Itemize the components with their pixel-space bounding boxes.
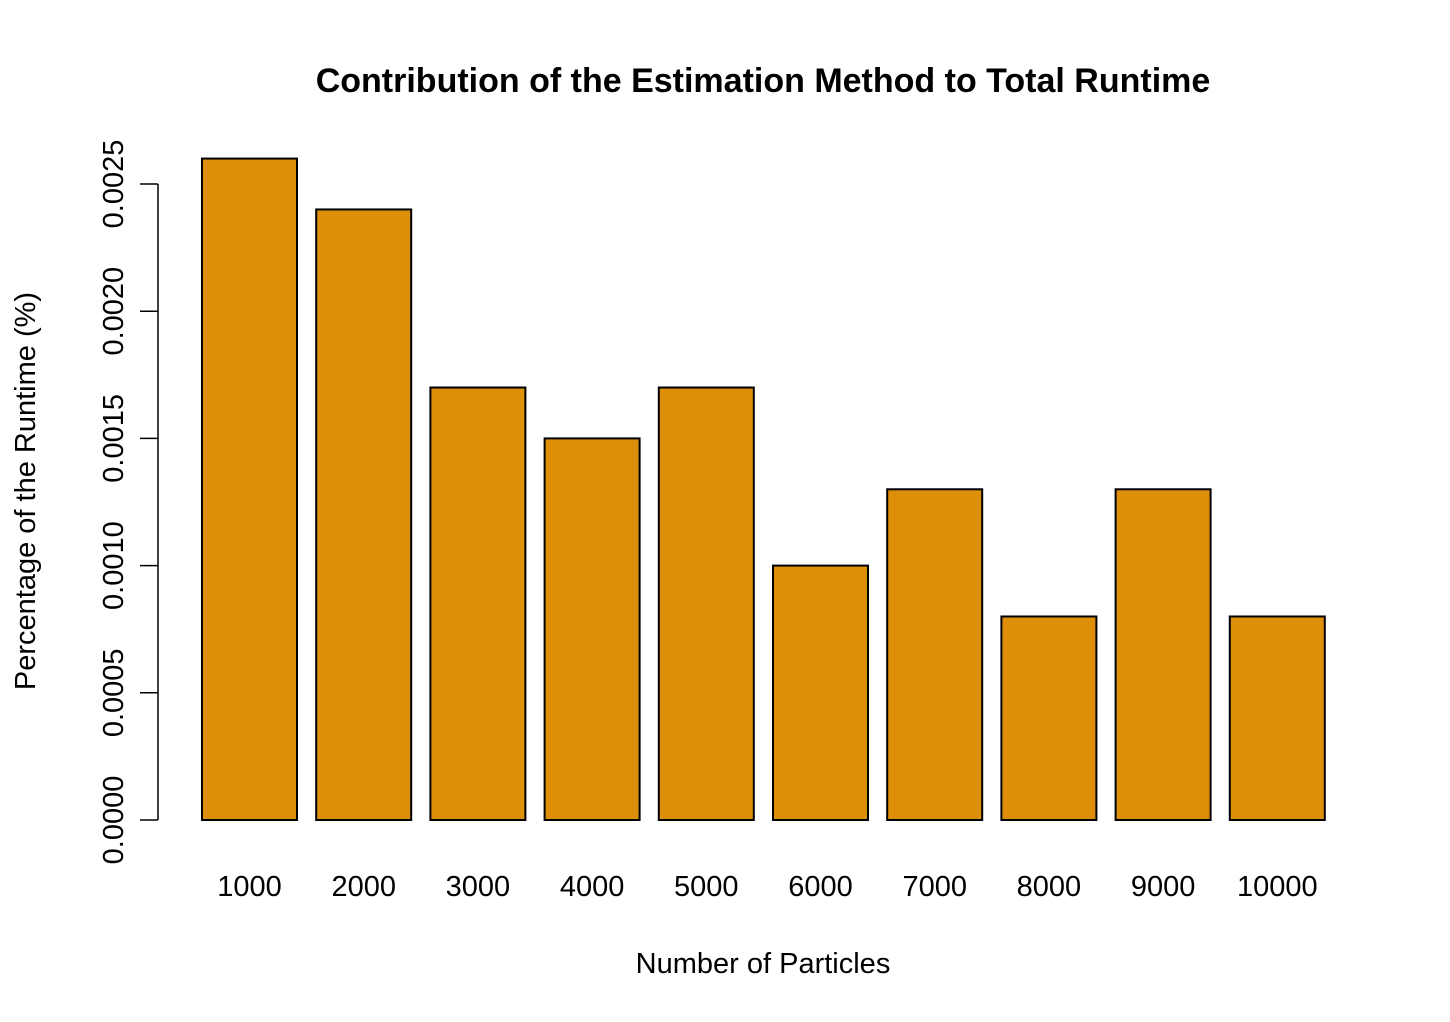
y-tick-label: 0.0005 (98, 648, 130, 737)
bar-6000 (772, 564, 869, 821)
x-tick-label: 1000 (217, 871, 282, 903)
x-tick-label: 6000 (788, 871, 853, 903)
x-axis-label: Number of Particles (636, 948, 891, 980)
x-tick-label: 7000 (902, 871, 967, 903)
bar-3000 (429, 386, 527, 821)
y-tick-label: 0.0020 (98, 267, 130, 356)
bar-1000 (201, 157, 298, 821)
bar-8000 (1000, 615, 1098, 821)
bar-5000 (657, 386, 755, 821)
x-tick-label: 4000 (560, 871, 625, 903)
chart-title: Contribution of the Estimation Method to… (316, 62, 1211, 100)
x-tick-labels: 1000 2000 3000 4000 5000 6000 7000 8000 9000 1000… (217, 871, 1317, 903)
x-tick-label: 9000 (1131, 871, 1196, 903)
bar-4000 (543, 437, 641, 821)
bar-2000 (315, 208, 413, 821)
bars-group (201, 157, 1326, 821)
y-axis: 0.0000 0.0005 0.0010 0.0015 0.0020 0.0025 (98, 140, 159, 865)
bar-9000 (1114, 488, 1212, 821)
bar-7000 (886, 488, 984, 821)
bar-10000 (1228, 615, 1326, 821)
x-tick-label: 8000 (1017, 871, 1082, 903)
x-tick-label: 5000 (674, 871, 739, 903)
x-tick-label: 3000 (446, 871, 511, 903)
y-tick-label: 0.0000 (98, 776, 130, 865)
x-tick-label: 2000 (331, 871, 396, 903)
y-tick-label: 0.0015 (98, 394, 130, 483)
y-axis-label: Percentage of the Runtime (%) (10, 292, 42, 690)
y-tick-label: 0.0025 (98, 140, 130, 229)
x-tick-label: 10000 (1237, 871, 1318, 903)
y-tick-label: 0.0010 (98, 521, 130, 610)
